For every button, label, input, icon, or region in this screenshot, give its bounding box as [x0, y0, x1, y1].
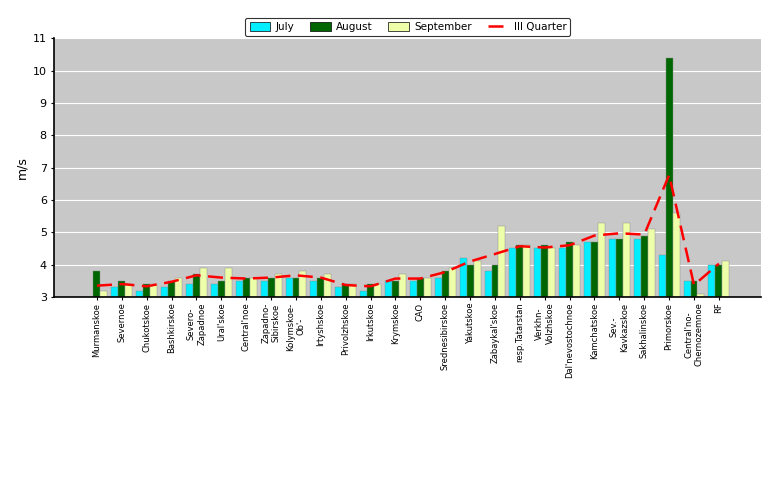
- Bar: [517, 245, 524, 297]
- Bar: [641, 236, 648, 297]
- Bar: [324, 274, 331, 297]
- Bar: [666, 58, 673, 297]
- Bar: [361, 290, 367, 297]
- Bar: [317, 278, 324, 297]
- Bar: [235, 281, 242, 297]
- Bar: [673, 213, 680, 297]
- Bar: [342, 284, 349, 297]
- Bar: [417, 278, 423, 297]
- Bar: [410, 281, 417, 297]
- Bar: [566, 242, 573, 297]
- Bar: [260, 281, 267, 297]
- Bar: [584, 242, 591, 297]
- Bar: [175, 278, 182, 297]
- Bar: [125, 284, 132, 297]
- Bar: [299, 271, 306, 297]
- Bar: [218, 281, 225, 297]
- Bar: [616, 239, 623, 297]
- Bar: [449, 268, 455, 297]
- Bar: [374, 284, 381, 297]
- Bar: [292, 278, 299, 297]
- Bar: [609, 239, 616, 297]
- Bar: [598, 223, 605, 297]
- Bar: [193, 274, 200, 297]
- Bar: [136, 290, 143, 297]
- Legend: July, August, September, III Quarter: July, August, September, III Quarter: [246, 18, 570, 36]
- Bar: [311, 281, 317, 297]
- Bar: [423, 278, 430, 297]
- Bar: [485, 271, 492, 297]
- Bar: [336, 287, 342, 297]
- Bar: [634, 239, 641, 297]
- Bar: [659, 255, 666, 297]
- Bar: [474, 262, 480, 297]
- Bar: [709, 264, 716, 297]
- Bar: [691, 281, 698, 297]
- Bar: [684, 281, 691, 297]
- Bar: [399, 274, 406, 297]
- Bar: [623, 223, 630, 297]
- Bar: [499, 226, 505, 297]
- Bar: [648, 229, 655, 297]
- Bar: [442, 271, 449, 297]
- Bar: [460, 258, 467, 297]
- Bar: [200, 268, 207, 297]
- Bar: [573, 245, 580, 297]
- Bar: [267, 278, 274, 297]
- Bar: [524, 245, 531, 297]
- Bar: [186, 284, 193, 297]
- Bar: [367, 284, 374, 297]
- Bar: [716, 264, 723, 297]
- Bar: [211, 284, 218, 297]
- Bar: [698, 294, 705, 297]
- Bar: [118, 281, 125, 297]
- Bar: [535, 249, 542, 297]
- Bar: [435, 278, 442, 297]
- Bar: [225, 268, 232, 297]
- Bar: [549, 249, 556, 297]
- Bar: [392, 281, 399, 297]
- Bar: [385, 281, 392, 297]
- Bar: [143, 284, 150, 297]
- Bar: [93, 271, 100, 297]
- Bar: [161, 287, 168, 297]
- Bar: [111, 287, 118, 297]
- Bar: [542, 245, 549, 297]
- Bar: [591, 242, 598, 297]
- Bar: [150, 284, 157, 297]
- Bar: [168, 281, 175, 297]
- Bar: [285, 278, 292, 297]
- Bar: [249, 278, 256, 297]
- Bar: [274, 274, 281, 297]
- Bar: [242, 278, 249, 297]
- Bar: [492, 264, 499, 297]
- Bar: [559, 249, 566, 297]
- Bar: [723, 262, 730, 297]
- Y-axis label: m/s: m/s: [16, 156, 29, 179]
- Bar: [349, 284, 356, 297]
- Bar: [510, 249, 517, 297]
- Bar: [100, 290, 107, 297]
- Bar: [467, 264, 474, 297]
